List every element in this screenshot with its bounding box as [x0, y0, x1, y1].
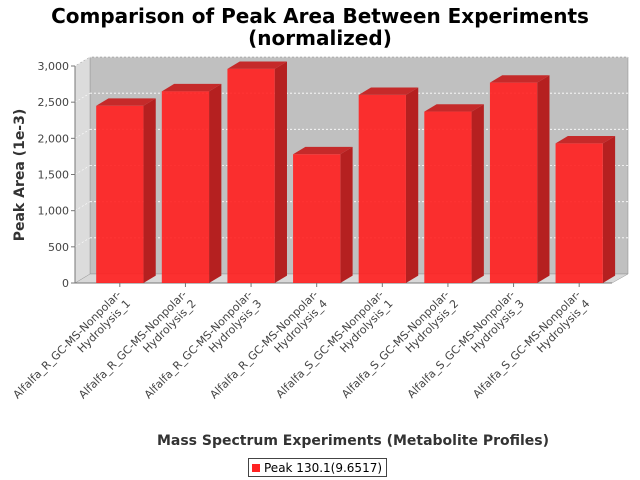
x-tick-label-line: Alfalfa_R_GC-MS-Nonpolar- — [11, 288, 124, 401]
bar — [358, 87, 419, 283]
bar-top — [489, 75, 550, 83]
gridline-side — [74, 165, 91, 175]
gridline-side — [74, 237, 91, 248]
x-tick-label: Alfalfa_S_GC-MS-Nonpolar-Hydrolysis_4 — [470, 288, 592, 410]
bar-top — [424, 104, 484, 112]
bar-side — [602, 136, 616, 283]
bar-top — [293, 146, 353, 155]
bar-front — [227, 68, 275, 283]
gridline-side — [74, 56, 91, 67]
y-tick-label: 0 — [62, 277, 69, 290]
y-tick-label: 1,000 — [38, 205, 70, 218]
x-tick-label: Alfalfa_R_GC-MS-Nonpolar-Hydrolysis_1 — [11, 288, 134, 411]
bar-front — [555, 143, 603, 283]
bar — [555, 136, 616, 283]
bar — [424, 104, 484, 283]
bar — [227, 61, 287, 283]
bar-front — [161, 91, 210, 283]
legend-label: Peak 130.1(9.6517) — [264, 460, 383, 475]
x-tick-label: Alfalfa_R_GC-MS-Nonpolar-Hydrolysis_3 — [142, 288, 265, 411]
bar-front — [293, 154, 341, 283]
bar-side — [274, 61, 287, 283]
y-tick-labels: 0 500 1,000 1,500 2,000 2,500 3,000 — [38, 60, 75, 290]
chart-title: Comparison of Peak Area Between Experime… — [51, 4, 589, 28]
y-tick-label: 500 — [48, 241, 69, 254]
bar-side — [209, 83, 222, 283]
legend-swatch-icon — [252, 463, 260, 472]
x-tick-label: Alfalfa_R_GC-MS-Nonpolar-Hydrolysis_2 — [76, 288, 199, 411]
y-tick-label: 1,500 — [38, 169, 70, 182]
x-tick-label: Alfalfa_R_GC-MS-Nonpolar-Hydrolysis_4 — [207, 288, 330, 411]
bar-top — [555, 136, 616, 144]
bar-front — [96, 105, 144, 284]
bar — [293, 146, 353, 283]
bar-side — [143, 98, 156, 283]
bar-side — [537, 75, 550, 283]
bar — [489, 75, 550, 284]
x-tick-label: Alfalfa_S_GC-MS-Nonpolar-Hydrolysis_1 — [274, 288, 396, 410]
gridline-side — [74, 129, 91, 139]
legend: Peak 130.1(9.6517) — [248, 458, 388, 477]
bar — [161, 83, 222, 283]
gridline-side — [74, 201, 91, 211]
bar-top — [227, 61, 287, 69]
bars — [96, 61, 616, 284]
bar-front — [489, 82, 538, 284]
bar-side — [340, 146, 353, 283]
bar — [96, 98, 156, 284]
bar-side — [471, 104, 484, 283]
x-tick-label: Alfalfa_S_GC-MS-Nonpolar-Hydrolysis_3 — [405, 288, 527, 410]
bar-top — [358, 87, 419, 95]
chart-subtitle: (normalized) — [248, 26, 392, 50]
gridline-side — [74, 92, 91, 103]
y-tick-label: 3,000 — [38, 60, 70, 73]
bar-top — [96, 98, 156, 106]
bar-front — [424, 111, 472, 283]
bar-front — [358, 94, 406, 283]
bar-top — [161, 83, 222, 92]
y-axis-label: Peak Area (1e-3) — [12, 109, 28, 242]
x-axis-label: Mass Spectrum Experiments (Metabolite Pr… — [157, 433, 549, 449]
bar-side — [405, 87, 419, 283]
x-tick-labels: Alfalfa_R_GC-MS-Nonpolar-Hydrolysis_1Alf… — [11, 283, 593, 411]
y-tick-label: 2,500 — [38, 96, 70, 109]
y-tick-label: 2,000 — [38, 132, 70, 145]
x-tick-label: Alfalfa_S_GC-MS-Nonpolar-Hydrolysis_2 — [339, 288, 461, 410]
